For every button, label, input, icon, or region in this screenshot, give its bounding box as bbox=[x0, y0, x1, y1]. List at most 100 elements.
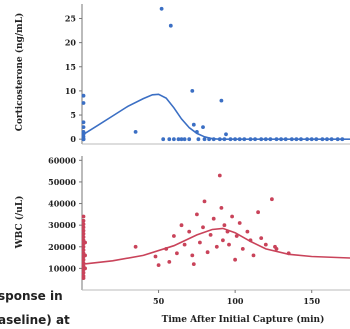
data-point bbox=[340, 137, 345, 142]
data-point bbox=[335, 137, 340, 142]
data-point bbox=[234, 234, 239, 238]
data-point bbox=[167, 260, 172, 264]
data-point bbox=[289, 137, 294, 142]
data-point bbox=[294, 137, 299, 142]
data-point bbox=[225, 229, 230, 234]
y-tick-label: 20 bbox=[65, 38, 77, 48]
data-point bbox=[133, 244, 138, 249]
data-point bbox=[81, 225, 86, 230]
data-point bbox=[161, 137, 166, 142]
data-point bbox=[270, 197, 274, 202]
data-point bbox=[81, 101, 86, 105]
data-point bbox=[81, 222, 86, 227]
y-tick-label: 40000 bbox=[48, 199, 76, 209]
wbc-panel: 10000 20000 30000 40000 50000 60000 50 100 150 bbox=[48, 155, 350, 306]
data-point bbox=[240, 247, 245, 251]
data-point bbox=[279, 137, 283, 142]
data-point bbox=[325, 137, 329, 142]
data-point bbox=[219, 98, 224, 103]
y-tick-label: 15 bbox=[65, 62, 76, 72]
y-tick-label: 50000 bbox=[48, 177, 76, 187]
data-point bbox=[211, 216, 216, 221]
data-point bbox=[159, 6, 164, 11]
data-point bbox=[286, 251, 291, 256]
data-point bbox=[256, 210, 260, 215]
data-point bbox=[81, 257, 86, 262]
top-panel-y-label: Corticosterone (ng/mL) bbox=[14, 13, 25, 132]
data-point bbox=[81, 214, 86, 219]
x-tick-label: 100 bbox=[227, 296, 244, 306]
x-tick-label: 50 bbox=[153, 296, 165, 306]
bottom-panel-y-label: WBC (/uL) bbox=[14, 196, 25, 250]
x-tick-label: 150 bbox=[303, 296, 320, 306]
data-point bbox=[201, 225, 205, 230]
data-point bbox=[191, 122, 196, 127]
data-point bbox=[245, 229, 250, 234]
data-point bbox=[190, 253, 195, 258]
corticosterone-panel: 0 5 10 15 20 25 bbox=[65, 4, 350, 145]
y-tick-label: 30000 bbox=[48, 220, 76, 230]
data-point bbox=[195, 130, 199, 134]
data-point bbox=[314, 137, 319, 142]
data-point bbox=[176, 137, 181, 142]
data-point bbox=[190, 89, 195, 93]
data-point bbox=[179, 137, 184, 142]
data-point bbox=[81, 235, 86, 239]
data-point bbox=[81, 276, 86, 280]
y-tick-label: 10000 bbox=[48, 263, 76, 273]
data-point bbox=[153, 254, 158, 259]
data-point bbox=[81, 248, 86, 252]
data-point bbox=[195, 212, 199, 217]
data-point bbox=[305, 137, 309, 142]
data-point bbox=[81, 125, 86, 129]
data-point bbox=[196, 137, 201, 142]
data-point bbox=[187, 137, 192, 142]
data-point bbox=[222, 223, 227, 228]
data-point bbox=[253, 137, 257, 142]
data-point bbox=[211, 137, 216, 142]
data-point bbox=[329, 137, 334, 142]
data-point bbox=[156, 263, 161, 267]
caption-line-1: sponse in bbox=[0, 289, 63, 303]
data-point bbox=[198, 240, 202, 245]
data-point bbox=[179, 223, 184, 228]
data-point bbox=[274, 137, 279, 142]
y-tick-label: 0 bbox=[70, 134, 76, 144]
data-point bbox=[248, 137, 253, 142]
data-point bbox=[283, 137, 288, 142]
data-point bbox=[208, 233, 213, 237]
data-point bbox=[81, 244, 86, 249]
data-point bbox=[172, 234, 176, 238]
data-point bbox=[259, 137, 264, 142]
data-point bbox=[214, 244, 219, 249]
data-point bbox=[182, 137, 187, 142]
data-point bbox=[221, 238, 225, 243]
data-point bbox=[202, 137, 207, 142]
data-point bbox=[299, 137, 303, 142]
trend-line bbox=[83, 93, 350, 140]
data-point bbox=[309, 137, 314, 142]
data-point bbox=[207, 137, 212, 142]
y-tick-label: 5 bbox=[70, 110, 76, 120]
data-point bbox=[248, 238, 253, 243]
data-point bbox=[202, 199, 207, 204]
data-point bbox=[217, 173, 222, 178]
data-point bbox=[222, 137, 227, 142]
data-point bbox=[224, 132, 228, 137]
data-point bbox=[230, 214, 235, 219]
data-point bbox=[81, 93, 86, 98]
data-point bbox=[219, 206, 224, 210]
y-tick-label: 10 bbox=[65, 86, 77, 96]
data-point bbox=[164, 247, 169, 251]
data-point bbox=[133, 130, 138, 134]
y-tick-label: 60000 bbox=[48, 155, 76, 165]
data-point bbox=[233, 137, 238, 142]
data-point bbox=[83, 253, 87, 258]
data-point bbox=[237, 137, 242, 142]
data-point bbox=[227, 242, 231, 247]
data-point bbox=[175, 251, 179, 256]
data-point bbox=[242, 137, 247, 142]
data-point bbox=[167, 137, 172, 142]
data-point bbox=[251, 253, 256, 258]
